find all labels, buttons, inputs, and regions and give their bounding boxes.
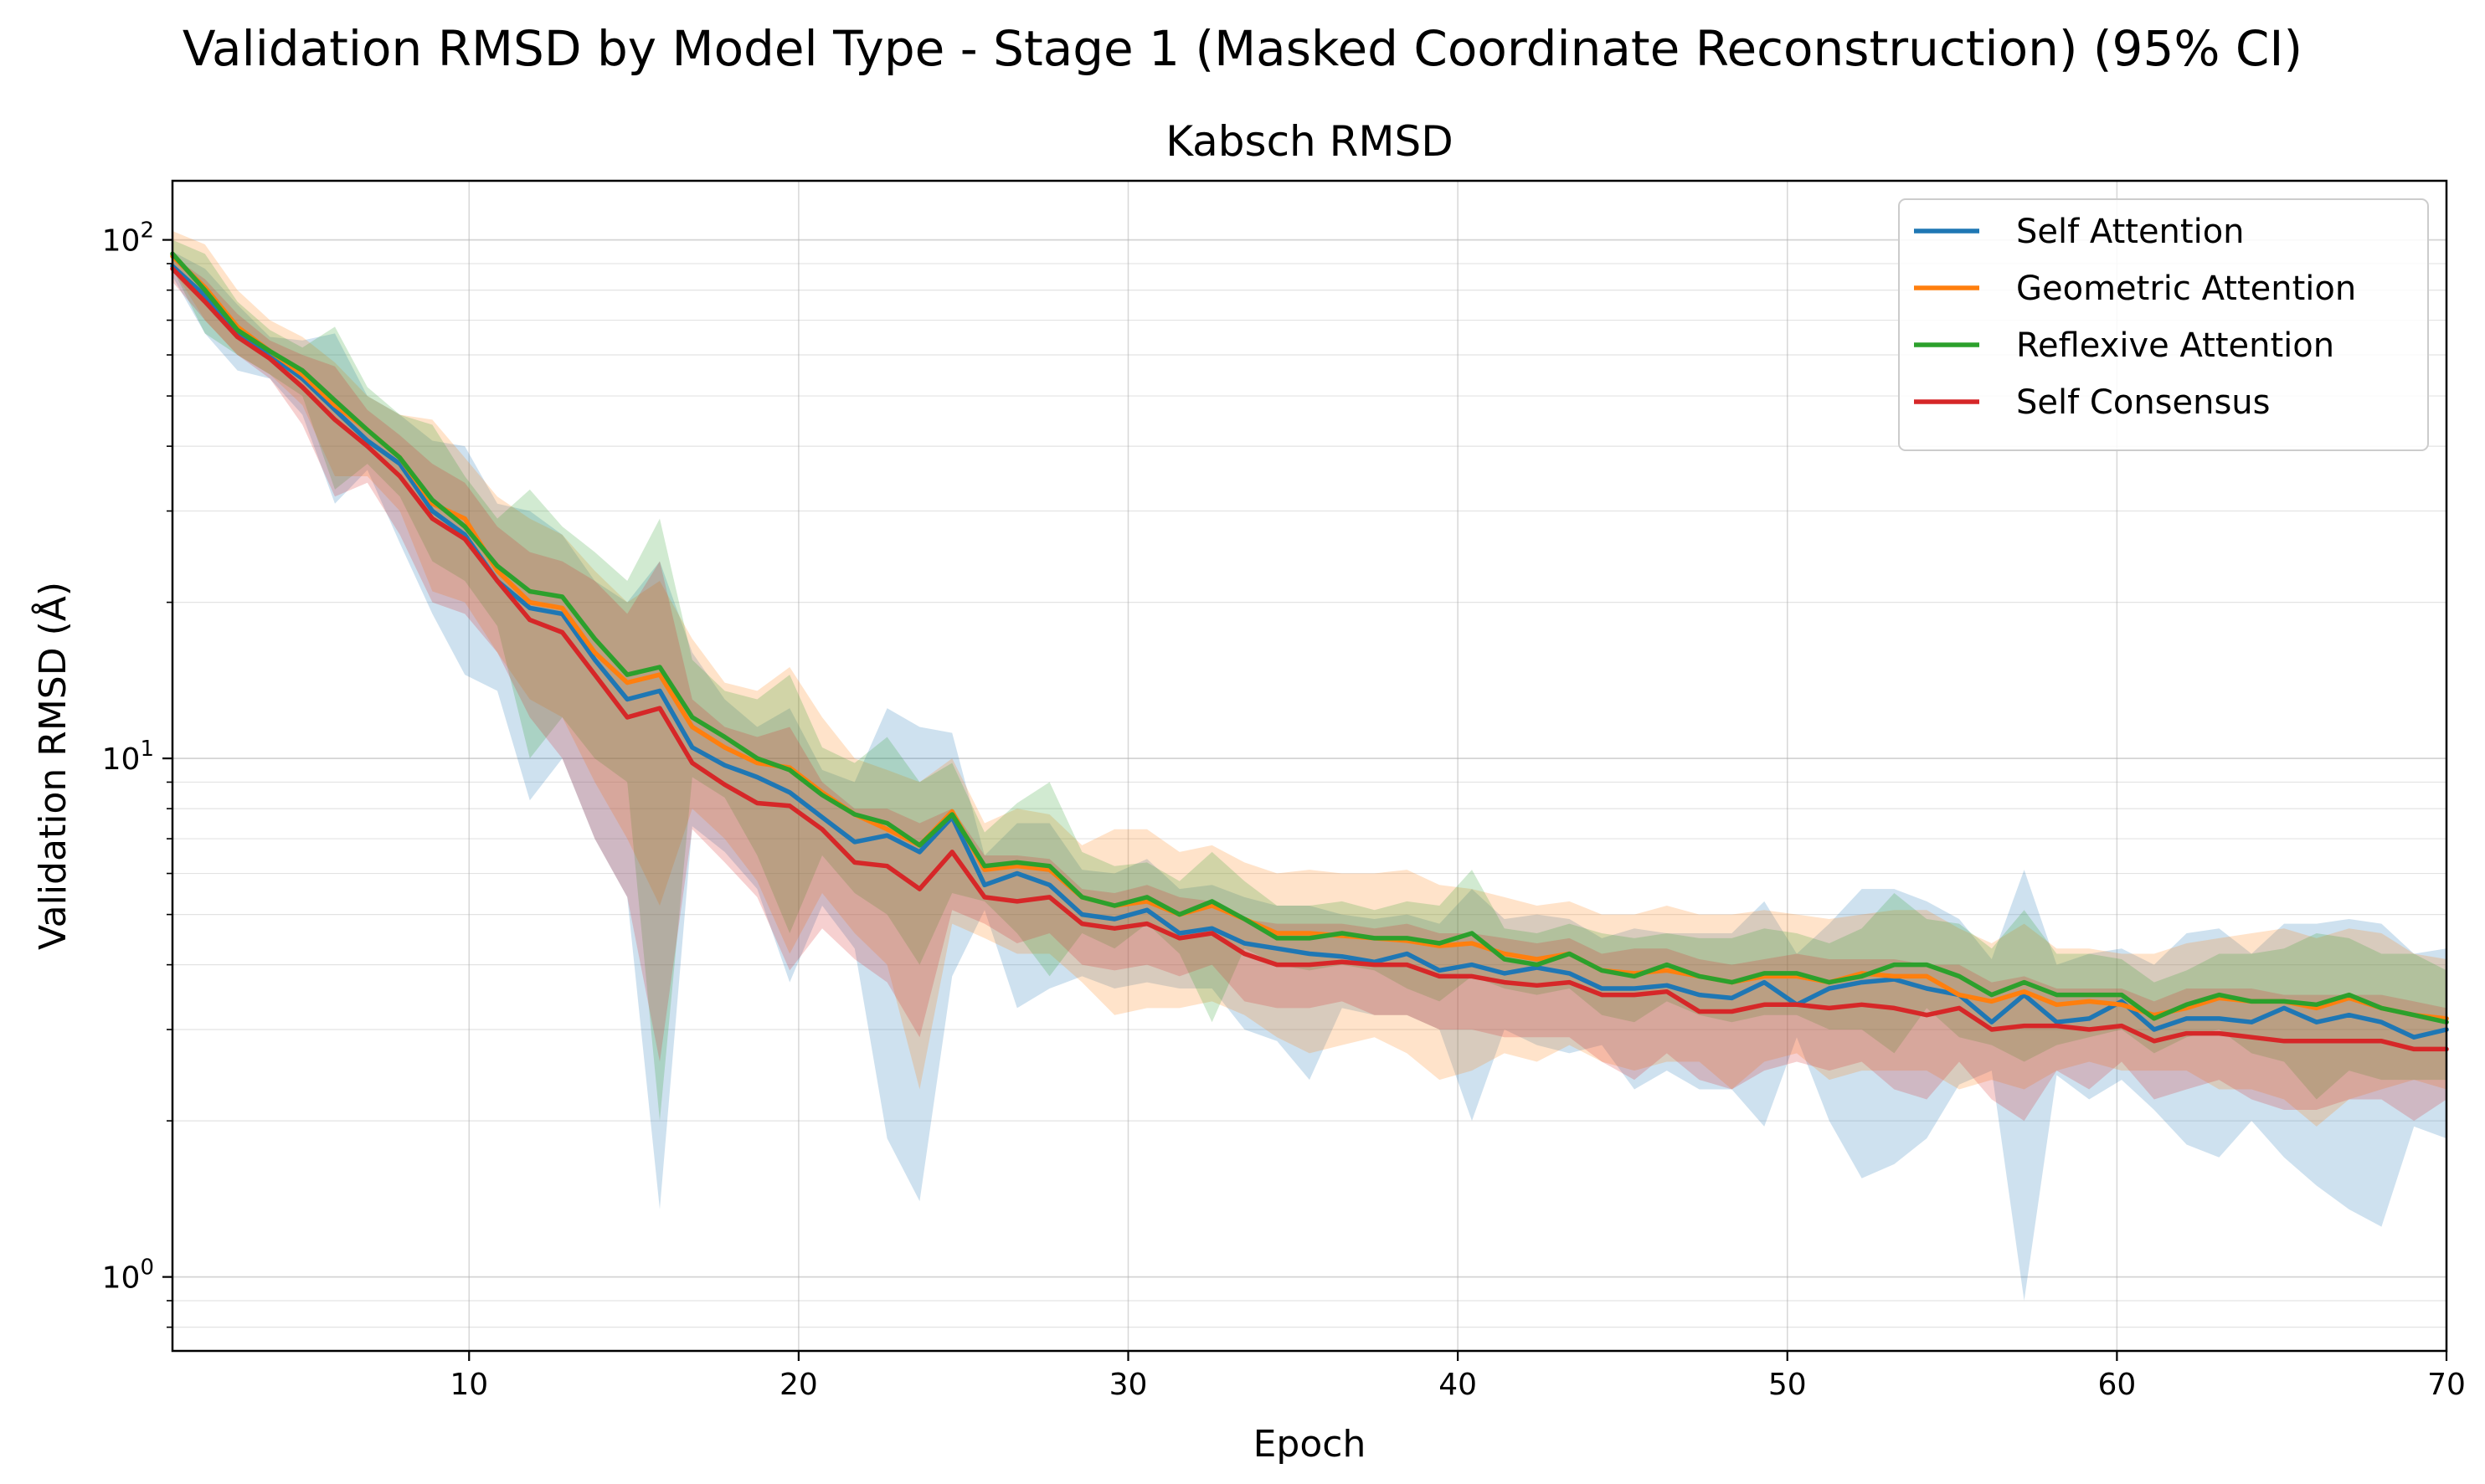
legend: Self Attention Geometric Attention Reflexi…	[1898, 198, 2429, 451]
series-line-self-attention	[170, 264, 2449, 1040]
x-tick-label: 20	[779, 1368, 818, 1402]
series-lines	[170, 251, 2449, 1052]
x-tick-label: 50	[1768, 1368, 1807, 1402]
legend-label: Self Attention	[2016, 213, 2245, 251]
grid	[172, 181, 2447, 1351]
x-axis-label: Epoch	[1253, 1423, 1366, 1466]
x-tick-label: 10	[450, 1368, 488, 1402]
y-axis-label: Validation RMSD (Å)	[30, 582, 75, 950]
series-line-reflexive-attention	[170, 251, 2449, 1024]
figure-title: Validation RMSD by Model Type - Stage 1 …	[183, 20, 2302, 77]
legend-box	[1898, 198, 2429, 451]
legend-label: Self Consensus	[2016, 383, 2271, 422]
plot-frame	[171, 179, 2448, 1353]
x-tick-label: 30	[1109, 1368, 1148, 1402]
legend-label: Reflexive Attention	[2016, 326, 2334, 365]
x-tick-label: 70	[2427, 1368, 2466, 1402]
axes-title: Kabsch RMSD	[1165, 117, 1453, 166]
series-line-geometric-attention	[170, 254, 2449, 1021]
ci-band-self-attention	[172, 251, 2446, 1301]
series-line-self-consensus	[170, 266, 2449, 1052]
x-tick-label: 40	[1438, 1368, 1477, 1402]
legend-label: Geometric Attention	[2016, 270, 2356, 308]
x-tick-label: 60	[2097, 1368, 2136, 1402]
ci-band-geometric-attention	[172, 231, 2446, 1127]
